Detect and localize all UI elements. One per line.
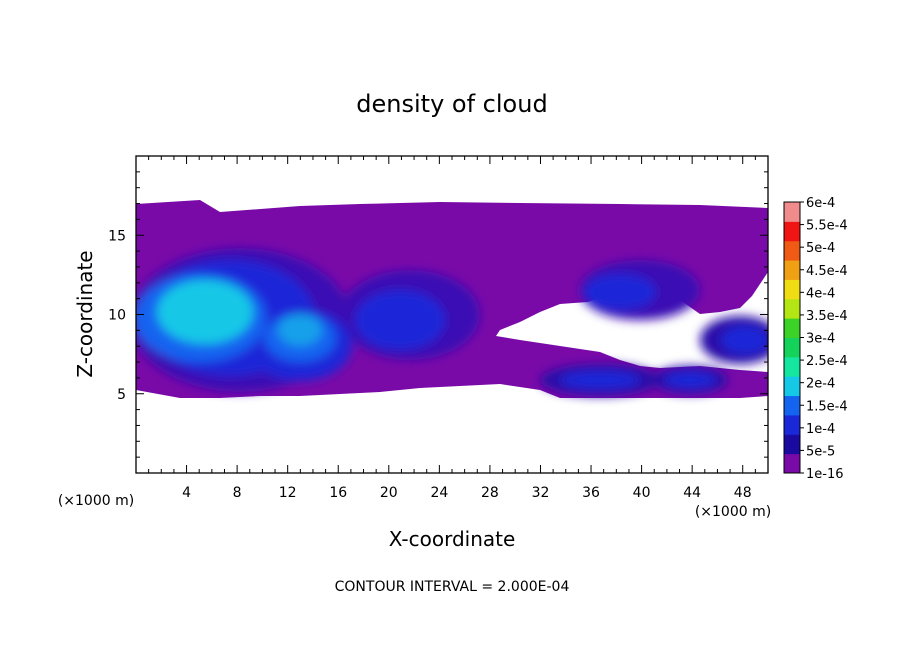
x-tick-label: 40 bbox=[633, 485, 651, 501]
cloud-core-peak bbox=[278, 314, 322, 346]
x-unit-label: (×1000 m) bbox=[58, 493, 134, 509]
x-tick-label: 36 bbox=[582, 485, 600, 501]
colorbar-swatch bbox=[784, 240, 800, 261]
x-tick-label: 28 bbox=[481, 485, 499, 501]
colorbar: 1e-16 5e-5 1e-4 1.5e-4 2e-4 2.5e-4 3e-4 3.5e-4 4… bbox=[783, 196, 848, 482]
colorbar-label: 5e-4 bbox=[806, 241, 835, 256]
x-tick-label: 20 bbox=[380, 485, 398, 501]
x-tick-label: 44 bbox=[683, 485, 701, 501]
chart-title: density of cloud bbox=[356, 90, 547, 118]
x-tick-label: 12 bbox=[279, 485, 297, 501]
x-axis-label: X-coordinate bbox=[389, 527, 516, 551]
colorbar-label: 4e-4 bbox=[806, 286, 835, 301]
colorbar-label: 5.5e-4 bbox=[806, 219, 848, 234]
colorbar-label: 4.5e-4 bbox=[806, 264, 848, 279]
colorbar-label: 1e-4 bbox=[806, 422, 835, 437]
colorbar-swatch bbox=[784, 453, 800, 474]
colorbar-swatch bbox=[784, 260, 800, 280]
colorbar-swatch bbox=[784, 318, 800, 338]
colorbar-swatch bbox=[784, 414, 800, 435]
y-axis: 5 10 15 bbox=[108, 171, 768, 458]
y-tick-label: 15 bbox=[108, 228, 126, 244]
x-tick-label: 16 bbox=[329, 485, 347, 501]
x-tick-label: 8 bbox=[233, 485, 242, 501]
colorbar-label: 1.5e-4 bbox=[806, 399, 848, 414]
colorbar-swatch bbox=[784, 279, 800, 300]
cloud-core-peak bbox=[157, 280, 253, 344]
x-tick-label: 24 bbox=[430, 485, 448, 501]
x-tick-label: 32 bbox=[532, 485, 550, 501]
x-tick-label: 48 bbox=[734, 485, 752, 501]
z-unit-label: (×1000 m) bbox=[695, 504, 771, 520]
colorbar-swatch bbox=[784, 395, 800, 416]
colorbar-label: 3.5e-4 bbox=[806, 309, 848, 324]
colorbar-swatch bbox=[784, 434, 800, 455]
y-axis-label: Z-coordinate bbox=[73, 250, 97, 377]
cloud-core-high bbox=[355, 290, 445, 350]
cloud-core-high bbox=[560, 371, 640, 389]
y-tick-label: 10 bbox=[108, 308, 126, 324]
colorbar-label: 5e-5 bbox=[806, 444, 835, 459]
colorbar-label: 1e-16 bbox=[806, 467, 844, 482]
colorbar-label: 2e-4 bbox=[806, 377, 835, 392]
contour-interval-note: CONTOUR INTERVAL = 2.000E-04 bbox=[335, 579, 570, 595]
cloud-core-high bbox=[664, 372, 716, 388]
colorbar-swatch bbox=[784, 376, 800, 397]
colorbar-swatch bbox=[784, 337, 800, 358]
colorbar-label: 2.5e-4 bbox=[806, 354, 848, 369]
colorbar-swatch bbox=[784, 221, 800, 242]
y-tick-label: 5 bbox=[117, 387, 126, 403]
x-tick-label: 4 bbox=[182, 485, 191, 501]
cloud-core-high bbox=[721, 326, 768, 354]
density-field bbox=[136, 200, 768, 398]
cloud-core-high bbox=[584, 274, 656, 310]
x-axis: 4 8 12 16 20 24 28 32 36 40 44 48 bbox=[148, 156, 756, 501]
colorbar-label: 6e-4 bbox=[806, 196, 835, 211]
colorbar-swatch bbox=[784, 202, 800, 222]
colorbar-label: 3e-4 bbox=[806, 332, 835, 347]
colorbar-swatch bbox=[784, 298, 800, 319]
colorbar-swatch bbox=[784, 356, 800, 377]
